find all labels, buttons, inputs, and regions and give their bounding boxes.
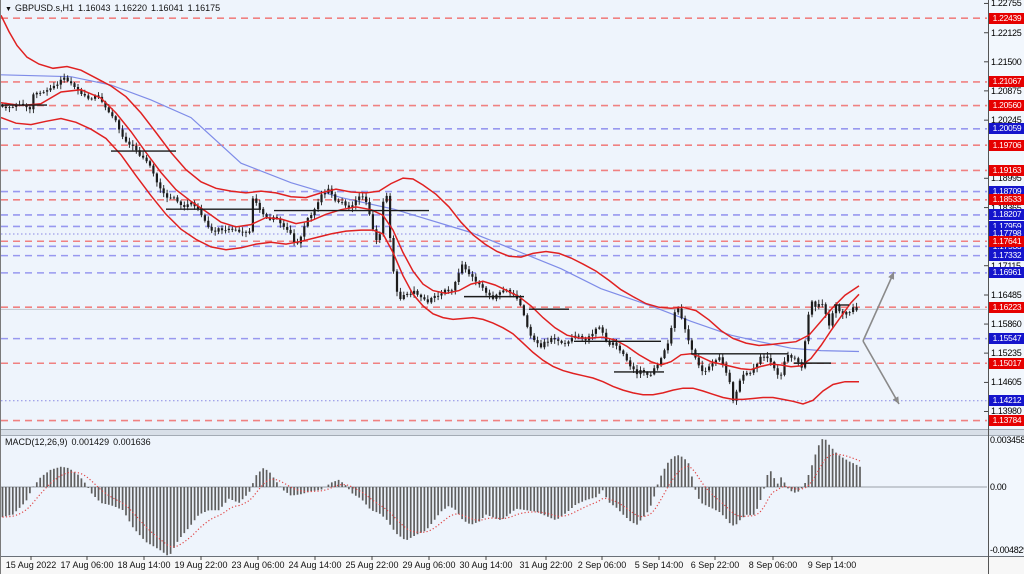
- time-label: 25 Aug 22:00: [345, 560, 399, 570]
- price-level-badge: 1.14212: [989, 395, 1024, 407]
- macd-tick-label: 0.00: [990, 482, 1007, 492]
- price-tick-label: 1.18365: [991, 202, 1022, 213]
- price-level-badge: 1.21067: [989, 76, 1024, 88]
- price-tick-label: 1.14605: [991, 377, 1022, 388]
- ohlc-low: 1.16041: [151, 3, 184, 13]
- price-level-badge: 1.13784: [989, 415, 1024, 427]
- time-label: 19 Aug 22:00: [174, 560, 228, 570]
- macd-tick-label: 0.003458: [990, 435, 1024, 445]
- price-level-badge: 1.19706: [989, 139, 1024, 151]
- time-label: 30 Aug 14:00: [459, 560, 513, 570]
- price-tick-label: 1.21500: [991, 56, 1022, 67]
- ohlc-close: 1.16175: [187, 3, 221, 13]
- price-tick-label: 1.20875: [991, 85, 1022, 96]
- price-tick-label: 1.15235: [991, 348, 1022, 359]
- macd-tick-label: -0.004829: [990, 545, 1024, 555]
- price-level-badge: 1.18533: [989, 194, 1024, 206]
- time-label: 2 Sep 06:00: [577, 560, 627, 570]
- chart-menu-icon[interactable]: ▼: [5, 6, 12, 13]
- price-tick-label: 1.18995: [991, 173, 1022, 184]
- price-level-badge: 1.17959: [989, 220, 1024, 232]
- price-level-badge: 1.16961: [989, 267, 1024, 279]
- price-tick-label: 1.15860: [991, 319, 1022, 330]
- price-level-badge: 1.19163: [989, 164, 1024, 176]
- price-level-badge: 1.17641: [989, 235, 1024, 247]
- price-tick-label: 1.17115: [991, 260, 1021, 271]
- price-tick-label: 1.13980: [991, 406, 1022, 417]
- price-level-badge: 1.15017: [989, 357, 1024, 369]
- ohlc-open: 1.16043: [77, 3, 111, 13]
- price-level-badge: 1.17332: [989, 250, 1024, 262]
- price-level-badge: 1.20059: [989, 123, 1024, 135]
- price-level-badge: 1.20560: [989, 100, 1024, 111]
- time-label: 24 Aug 14:00: [288, 560, 342, 570]
- symbol-ohlc-bar: ▼ GBPUSD.s,H1 1.16043 1.16220 1.16041 1.16175: [5, 3, 224, 13]
- price-tick-label: 1.20245: [991, 115, 1022, 126]
- time-label: 23 Aug 06:00: [231, 560, 285, 570]
- time-label: 17 Aug 06:00: [60, 560, 114, 570]
- price-level-badge: 1.18709: [989, 186, 1024, 198]
- time-label: 5 Sep 14:00: [634, 560, 684, 570]
- symbol-title: GBPUSD.s,H1: [14, 3, 74, 13]
- price-level-badge: 1.15547: [989, 333, 1024, 345]
- price-level-badge: 1.18207: [989, 209, 1024, 221]
- price-level-badge: 1.17798: [989, 228, 1024, 240]
- price-level-badge: 1.16223: [989, 301, 1024, 313]
- macd-signal-value: 0.001636: [113, 437, 151, 447]
- time-label: 29 Aug 06:00: [402, 560, 456, 570]
- macd-value: 0.001429: [71, 437, 110, 447]
- price-tick-label: 1.22125: [991, 27, 1022, 38]
- macd-indicator-bar: MACD(12,26,9) 0.001429 0.001636: [5, 437, 155, 447]
- time-label: 18 Aug 14:00: [117, 560, 171, 570]
- price-tick-label: 1.16485: [991, 290, 1022, 300]
- macd-label: MACD(12,26,9): [5, 437, 68, 447]
- time-label: 15 Aug 2022: [5, 560, 57, 570]
- price-tick-label: 1.22755: [991, 0, 1022, 9]
- time-label: 6 Sep 22:00: [690, 560, 740, 570]
- price-level-badge: 1.22439: [989, 12, 1024, 24]
- ohlc-high: 1.16220: [114, 3, 148, 13]
- time-label: 8 Sep 06:00: [748, 560, 798, 570]
- time-label: 31 Aug 22:00: [519, 560, 573, 570]
- time-label: 9 Sep 14:00: [807, 560, 857, 570]
